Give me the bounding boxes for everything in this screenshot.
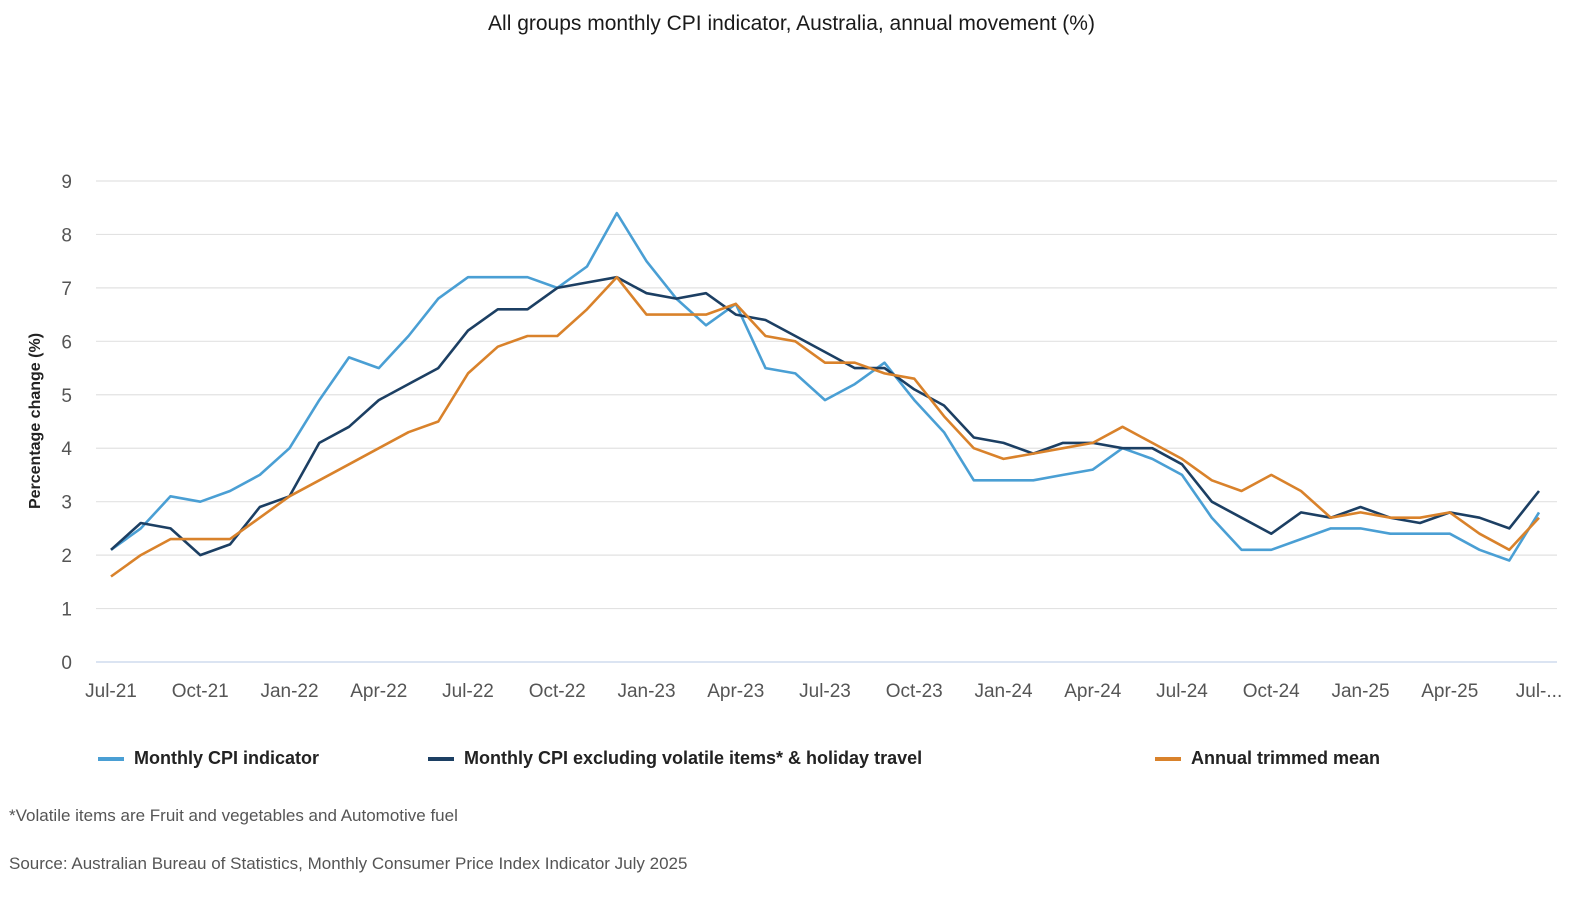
gridlines [96,180,1557,663]
y-tick-label: 3 [61,493,72,514]
y-tick-label: 7 [61,279,72,300]
legend-swatch [1155,756,1181,761]
x-tick-label: Jan-23 [617,681,675,702]
legend-swatch [428,756,454,761]
legend-item-monthly-cpi: Monthly CPI indicator [98,748,319,769]
legend-swatch [98,756,124,761]
x-tick-label: Jul-24 [1156,681,1208,702]
x-tick-label: Apr-25 [1421,681,1478,702]
x-tick-label: Apr-24 [1064,681,1121,702]
x-tick-label: Jan-24 [974,681,1033,702]
x-tick-label: Oct-22 [529,681,586,702]
x-tick-label: Apr-22 [350,681,407,702]
x-tick-label: Jan-22 [260,681,318,702]
x-tick-label: Jul-... [1516,681,1562,702]
y-tick-label: 2 [61,546,72,567]
series-lines [110,211,1541,578]
series-line-0 [110,211,1541,562]
y-tick-label: 9 [61,172,72,193]
y-axis-label: Percentage change (%) [27,333,44,509]
x-tick-label: Jul-23 [799,681,851,702]
x-tick-label: Oct-23 [886,681,943,702]
x-tick-label: Oct-24 [1243,681,1300,702]
y-tick-label: 5 [61,386,72,407]
y-tick-label: 1 [61,600,72,621]
y-tick-label: 0 [61,653,72,674]
legend-label: Monthly CPI excluding volatile items* & … [464,748,923,768]
y-axis-ticks: 0 1 2 3 4 5 6 7 8 9 [61,172,72,674]
chart-title: All groups monthly CPI indicator, Austra… [488,12,1095,35]
y-tick-label: 6 [61,332,72,353]
source-note: Source: Australian Bureau of Statistics,… [9,854,688,873]
y-tick-label: 4 [61,439,72,460]
x-tick-label: Jul-22 [442,681,494,702]
x-tick-label: Oct-21 [172,681,229,702]
y-tick-label: 8 [61,225,72,246]
x-tick-label: Apr-23 [707,681,764,702]
x-tick-label: Jul-21 [85,681,137,702]
x-axis-ticks: Jul-21 Oct-21 Jan-22 Apr-22 Jul-22 Oct-22 Jan-… [85,681,1562,702]
legend-item-trimmed-mean: Annual trimmed mean [1155,748,1380,769]
footnote: *Volatile items are Fruit and vegetables… [9,806,458,825]
legend-label: Annual trimmed mean [1191,748,1381,768]
legend-label: Monthly CPI indicator [134,748,320,768]
legend-item-excl-volatile: Monthly CPI excluding volatile items* & … [428,748,922,769]
x-tick-label: Jan-25 [1331,681,1389,702]
